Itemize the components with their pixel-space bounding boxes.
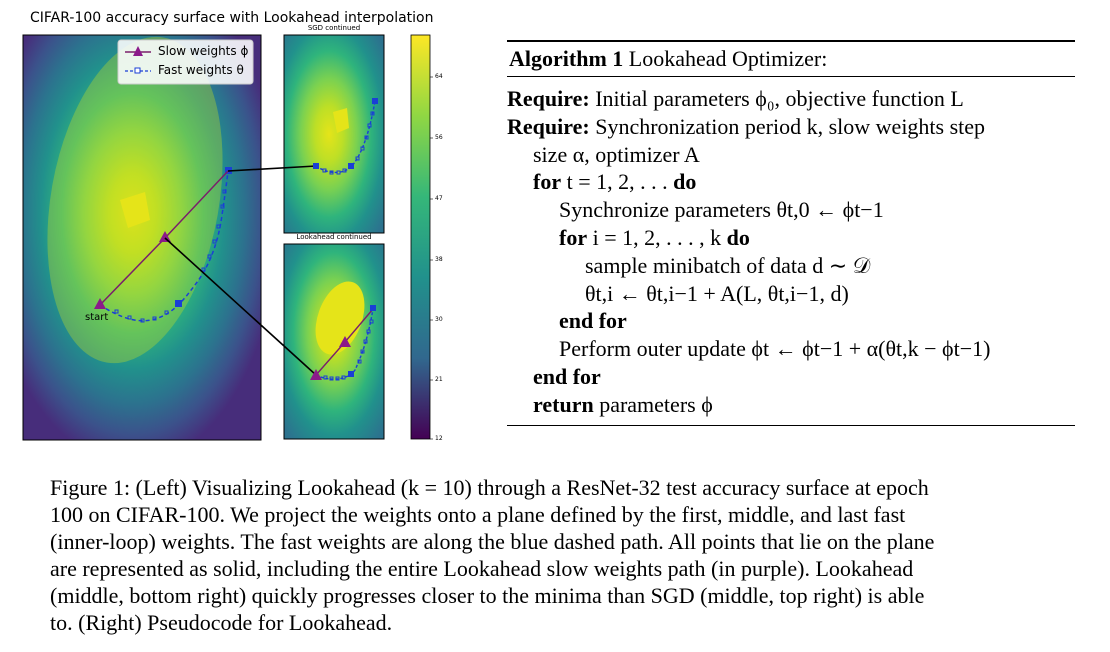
require-sync-period: Synchronization period k, slow weights s… [595,113,986,139]
main-minimum-region [120,192,150,228]
caption-line: 100 on CIFAR-100. We project the weights… [50,502,906,527]
colorbar-tick: 30 [435,316,443,323]
algorithm-title: Lookahead Optimizer: [628,46,828,71]
colorbar-tick: 38 [435,256,443,263]
figure-title: CIFAR-100 accuracy surface with Lookahea… [30,10,434,26]
main-fast-weight-points [114,189,227,323]
caption-line: (middle, bottom right) quickly progresse… [50,583,925,608]
end-for-outer: end for [533,363,601,389]
colorbar-tick: 56 [435,134,443,141]
require-keyword: Require: [507,86,590,111]
require-continuation: size α, optimizer A [533,141,700,167]
legend-slow-label: Slow weights ϕ [158,44,249,58]
for-inner-range: i = 1, 2, . . . , k [592,224,722,250]
sgd-panel [283,34,385,234]
main-fast-weights-path [99,170,229,322]
sgd-path-end [372,98,378,104]
legend [117,39,254,85]
start-label: start [85,312,109,323]
colorbar-tick: 64 [435,73,443,80]
lookahead-path-mid [348,371,354,377]
return-value: parameters ϕ [599,391,713,417]
algorithm-header: Algorithm 1 Lookahead Optimizer: [507,42,1075,76]
accuracy-surface-figure [22,34,433,441]
lookahead-panel [283,243,385,440]
caption-line: Figure 1: (Left) Visualizing Lookahead (… [50,475,929,500]
start-slow-weight [94,298,106,309]
require-keyword: Require: [507,113,590,139]
end-for-inner: end for [559,308,627,334]
colorbar [410,34,433,440]
lookahead-path-points [323,319,374,381]
lookahead-path-end [370,305,376,311]
for-outer-range: t = 1, 2, . . . [566,169,668,195]
algorithm-box: Algorithm 1 Lookahead Optimizer: Require… [507,40,1075,426]
outer-update-line: Perform outer update ϕt ← ϕt−1 + α(θt,k … [559,336,991,362]
for-keyword: for [559,224,588,250]
inner-update-line: θt,i ← θt,i−1 + A(L, θt,i−1, d) [585,280,849,306]
lookahead-slow-start [310,369,322,380]
caption-line: to. (Right) Pseudocode for Lookahead. [50,610,393,635]
caption-line: (inner-loop) weights. The fast weights a… [50,529,935,554]
return-keyword: return [533,391,594,417]
for-keyword: for [533,169,562,195]
sgd-path-mid [348,163,354,169]
sync-line: Synchronize parameters θt,0 ← ϕt−1 [559,197,884,223]
connector-sgd [227,165,317,172]
sgd-path-start [313,163,319,169]
colorbar-tick: 47 [435,195,443,202]
sgd-panel-label: SGD continued [307,24,361,32]
legend-fast-label: Fast weights θ [158,63,244,77]
main-surface-panel [22,34,262,441]
figure-caption: Figure 1: (Left) Visualizing Lookahead (… [50,474,1090,636]
do-keyword: do [726,224,750,250]
algorithm-number: Algorithm 1 [509,46,624,71]
mid-slow-weight [159,231,171,242]
connector-lookahead [164,237,317,376]
lookahead-fast-path [315,308,374,380]
lookahead-slow-mid [339,336,351,347]
require-initial-params: Initial parameters ϕ₀, objective functio… [595,86,964,111]
sgd-path-points [322,111,375,175]
colorbar-tick: 12 [435,435,443,442]
sample-line: sample minibatch of data d ∼ 𝒟 [585,252,871,278]
legend-slow-marker [133,46,143,56]
colorbar-tick: 21 [435,376,443,383]
do-keyword: do [673,169,697,195]
lookahead-panel-label: Lookahead continued [296,233,372,241]
legend-fast-marker [134,67,141,74]
caption-line: are represented as solid, including the … [50,556,914,581]
main-fast-weight-marker [175,300,182,307]
